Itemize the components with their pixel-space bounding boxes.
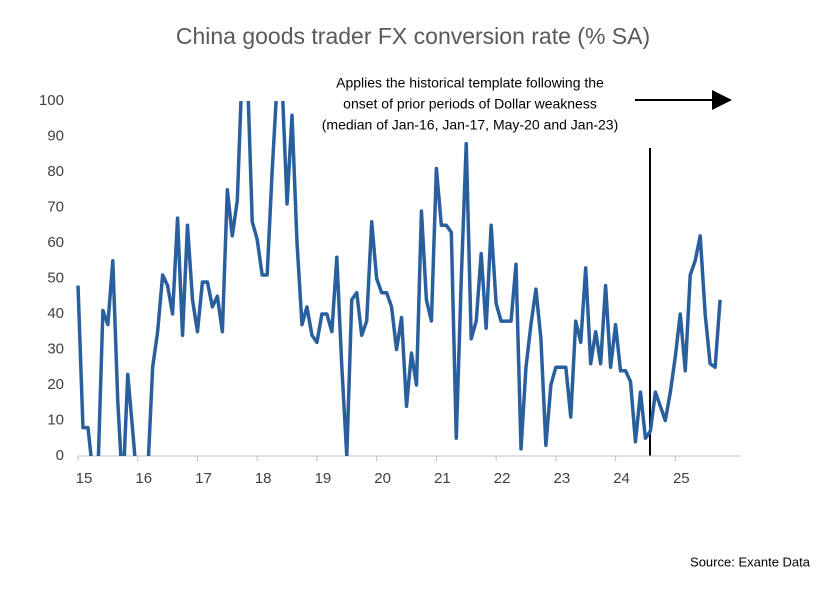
y-tick-label: 30: [47, 340, 64, 357]
y-tick-label: 80: [47, 163, 64, 180]
x-tick-label: 23: [553, 470, 570, 487]
y-tick-label: 20: [47, 376, 64, 393]
x-tick-label: 21: [434, 470, 451, 487]
chart-title: China goods trader FX conversion rate (%…: [176, 23, 650, 49]
y-tick-label: 90: [47, 127, 64, 144]
x-tick-label: 22: [494, 470, 511, 487]
x-tick-label: 18: [255, 470, 272, 487]
y-tick-label: 60: [47, 234, 64, 251]
y-tick-label: 70: [47, 198, 64, 215]
x-tick-label: 15: [76, 470, 93, 487]
data-line: [76, 101, 722, 456]
x-tick-label: 24: [613, 470, 630, 487]
x-tick-label: 19: [315, 470, 332, 487]
y-tick-label: 0: [56, 447, 64, 464]
y-tick-label: 10: [47, 411, 64, 428]
annotation: (median of Jan-16, Jan-17, May-20 and Ja…: [322, 117, 619, 133]
x-tick-label: 16: [135, 470, 152, 487]
x-tick-label: 20: [374, 470, 391, 487]
y-tick-label: 100: [39, 92, 64, 109]
x-tick-label: 17: [195, 470, 212, 487]
annotation: Applies the historical template followin…: [336, 75, 604, 91]
annotation: onset of prior periods of Dollar weaknes…: [343, 96, 597, 112]
source: Source: Exante Data: [690, 554, 811, 569]
x-tick-label: 25: [673, 470, 690, 487]
y-tick-label: 40: [47, 305, 64, 322]
y-tick-label: 50: [47, 269, 64, 286]
